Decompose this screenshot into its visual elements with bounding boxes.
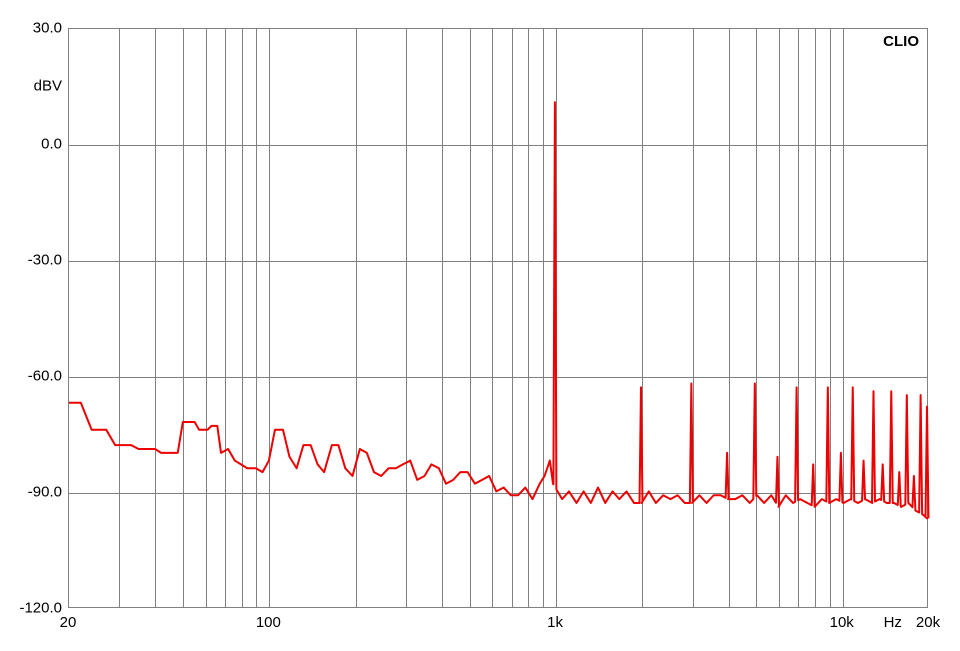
y-tick-label: -30.0 [28,252,62,269]
x-tick-label: 100 [256,614,281,631]
y-tick-label: -90.0 [28,484,62,501]
chart-plot-area: CLIO [68,28,928,608]
y-tick-label: -60.0 [28,368,62,385]
spectrum-line [69,102,928,518]
y-tick-label: 30.0 [33,20,62,37]
x-tick-label: 10k [830,614,854,631]
spectrum-trace [69,29,927,607]
x-tick-label: 1k [547,614,563,631]
y-tick-label: -120.0 [19,600,62,617]
y-axis-unit: dBV [34,78,62,95]
y-tick-label: 0.0 [41,136,62,153]
x-tick-label: 20 [60,614,77,631]
x-tick-label: 20k [916,614,940,631]
x-axis-unit: Hz [884,614,902,631]
